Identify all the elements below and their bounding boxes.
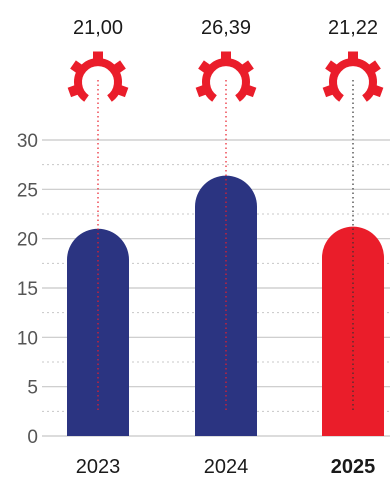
y-tick-label: 25 <box>17 180 38 201</box>
x-tick-label-2024: 2024 <box>204 456 249 478</box>
bar-2025 <box>322 226 384 436</box>
y-tick-label: 10 <box>17 328 38 349</box>
x-tick-label-2023: 2023 <box>76 456 121 478</box>
leader-lines <box>97 80 354 410</box>
x-tick-label-2025: 2025 <box>331 456 376 478</box>
bars <box>67 175 384 437</box>
value-labels: 21,00 26,39 21,22 <box>73 17 378 39</box>
value-label-2023: 21,00 <box>73 17 123 39</box>
gear-icon <box>323 52 382 99</box>
y-axis: 0 5 10 15 20 25 30 <box>17 131 38 448</box>
gear-icon <box>196 52 255 99</box>
icons <box>68 52 382 99</box>
y-tick-label: 0 <box>27 427 38 448</box>
gear-icon <box>68 52 127 99</box>
y-tick-label: 5 <box>27 378 38 399</box>
y-tick-label: 15 <box>17 279 38 300</box>
y-tick-label: 30 <box>17 131 38 152</box>
y-tick-label: 20 <box>17 230 38 251</box>
x-axis: 2023 2024 2025 <box>76 456 376 478</box>
value-label-2024: 26,39 <box>201 17 251 39</box>
value-label-2025: 21,22 <box>328 17 378 39</box>
